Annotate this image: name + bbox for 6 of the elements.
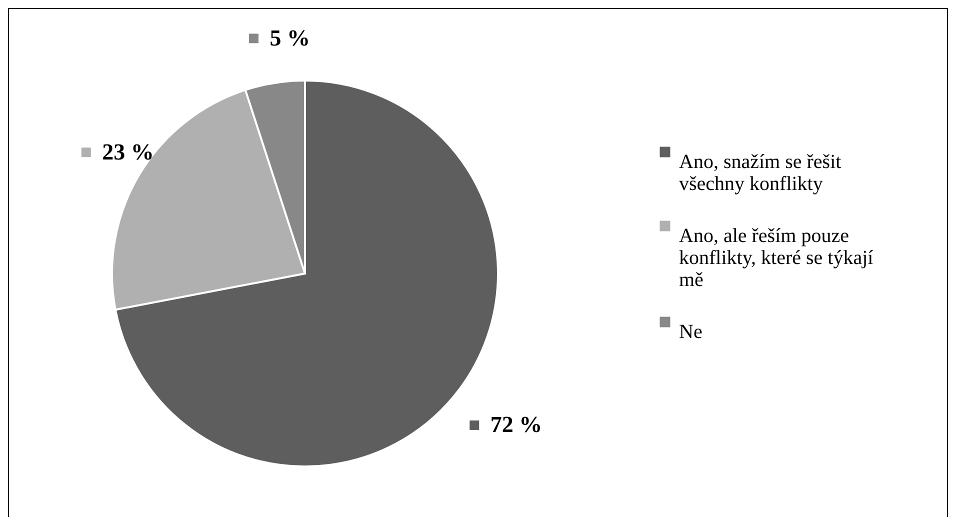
data-label: 23 % [102,139,154,164]
legend-label: Ne [679,321,702,343]
data-label: 5 % [270,25,310,50]
data-label: 72 % [490,412,542,438]
legend-label: Ano, snažím se řešit všechny konflikty [679,151,842,195]
legend-label: Ano, ale řeším pouze konflikty, které se týkají mě [679,225,874,291]
